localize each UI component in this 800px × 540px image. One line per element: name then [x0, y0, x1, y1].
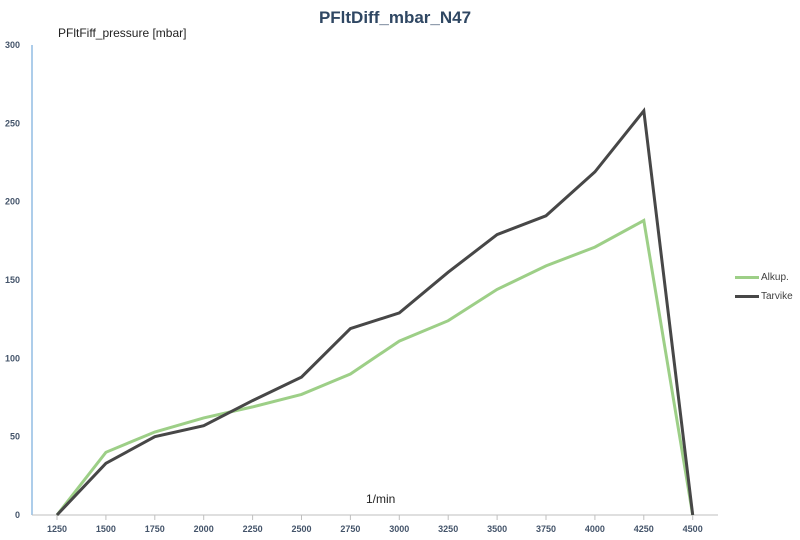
x-tick-label: 3500 — [487, 524, 507, 534]
y-tick-label: 50 — [10, 432, 20, 442]
y-tick-label: 150 — [5, 275, 20, 285]
series-line-alkup — [55, 218, 695, 516]
x-tick-label: 1750 — [145, 524, 165, 534]
x-tick-label: 3000 — [389, 524, 409, 534]
x-tick-label: 4000 — [585, 524, 605, 534]
y-tick-label: 0 — [15, 510, 20, 520]
x-tick-label: 1250 — [47, 524, 67, 534]
x-tick-label: 1500 — [96, 524, 116, 534]
x-tick-label: 4500 — [683, 524, 703, 534]
x-tick-label: 2250 — [243, 524, 263, 534]
y-tick-label: 300 — [5, 40, 20, 50]
x-tick-label: 2500 — [291, 524, 311, 534]
legend-label: Tarvike — [761, 290, 793, 302]
y-tick-label: 250 — [5, 118, 20, 128]
x-tick-label: 4250 — [634, 524, 654, 534]
series-line-tarvike — [55, 107, 695, 517]
legend-item-tarvike: Tarvike — [735, 289, 793, 303]
legend-label: Alkup. — [761, 271, 789, 283]
y-axis-label: PFltFiff_pressure [mbar] — [58, 26, 187, 40]
x-tick-label: 2750 — [340, 524, 360, 534]
legend-swatch — [735, 275, 759, 279]
legend-swatch — [735, 294, 759, 298]
chart-title: PFltDiff_mbar_N47 — [318, 8, 472, 27]
legend: Alkup. Tarvike — [735, 270, 793, 308]
x-axis-label: 1/min — [366, 492, 396, 506]
y-tick-label: 200 — [5, 197, 20, 207]
legend-item-alkup: Alkup. — [735, 270, 793, 284]
x-tick-label: 3250 — [438, 524, 458, 534]
x-tick-label: 3750 — [536, 524, 556, 534]
y-tick-label: 100 — [5, 353, 20, 363]
x-tick-label: 2000 — [194, 524, 214, 534]
